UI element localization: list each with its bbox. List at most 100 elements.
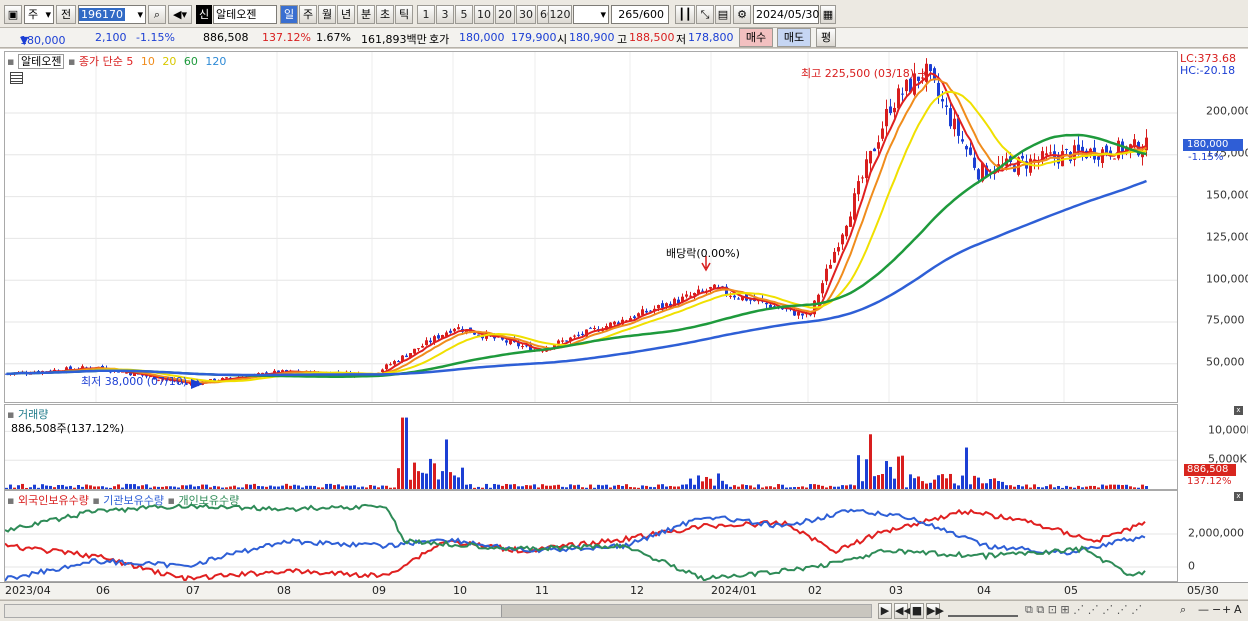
candle-body	[741, 296, 744, 301]
legend-bullet-icon: ▪	[7, 55, 15, 68]
volume-bar	[5, 487, 8, 489]
interval-20[interactable]: 20	[495, 5, 515, 24]
volume-bar	[461, 467, 464, 489]
candle-type-icon[interactable]: ┃┃	[675, 5, 695, 24]
scroll-thumb[interactable]	[501, 605, 871, 617]
close-icon[interactable]: x	[1234, 492, 1243, 501]
stop-icon[interactable]: ■	[910, 603, 924, 619]
stock-code-input[interactable]: 196170 ▾	[78, 5, 146, 24]
x-tick: 2024/01	[711, 584, 757, 597]
stock-name-field[interactable]: 알테오젠	[213, 5, 277, 24]
layout-icon[interactable]: ▣	[4, 5, 22, 24]
tab-day[interactable]: 일	[280, 5, 298, 24]
volume-bar	[897, 456, 900, 489]
volume-bar	[909, 474, 912, 489]
candle-body	[465, 329, 468, 334]
volume-bar	[465, 484, 468, 489]
avg-button[interactable]: 평	[816, 28, 836, 47]
minus-icon-2[interactable]: −	[1212, 603, 1222, 616]
plus-icon[interactable]: +	[1222, 603, 1232, 616]
candle-body	[697, 289, 700, 294]
volume-bar	[557, 484, 560, 489]
high-label: 고	[617, 33, 628, 46]
volume-bar	[277, 486, 280, 489]
volume-bar	[689, 478, 692, 489]
low-annotation: 최저 38,000 (07/10) →	[81, 375, 200, 388]
zoom-icon[interactable]: ⌕	[1180, 603, 1187, 616]
forward-icon[interactable]: ▶▶	[926, 603, 944, 619]
buy-button[interactable]: 매수	[739, 28, 773, 47]
interval-select[interactable]: ▾	[573, 5, 609, 24]
tab-year[interactable]: 년	[337, 5, 355, 24]
volume-bar	[673, 486, 676, 489]
holder-axis: x 2,000,000 0	[1178, 490, 1248, 582]
close-icon[interactable]: x	[1234, 406, 1243, 415]
gear-icon[interactable]: ⚙	[733, 5, 751, 24]
volume-bar	[485, 483, 488, 489]
prev-button[interactable]: 전	[56, 5, 76, 24]
volume-bar	[693, 484, 696, 489]
interval-120-button[interactable]: 120	[548, 5, 572, 24]
candle-body	[977, 169, 980, 180]
candle-body	[665, 303, 668, 307]
interval-30[interactable]: 30	[516, 5, 536, 24]
current-pct-label: -1.15%	[1188, 152, 1224, 163]
volume-bar	[513, 484, 516, 489]
ma-120-line	[6, 179, 1147, 377]
candle-body	[885, 108, 888, 127]
volume-bar	[1097, 487, 1100, 489]
date-field[interactable]: 2024/05/30	[753, 5, 819, 24]
interval-5[interactable]: 5	[455, 5, 473, 24]
minus-icon[interactable]: —	[1198, 603, 1209, 616]
calendar-icon[interactable]: ▦	[820, 5, 836, 24]
volume-bar	[101, 486, 104, 489]
interval-10[interactable]: 10	[474, 5, 494, 24]
volume-bar	[217, 486, 220, 489]
interval-3[interactable]: 3	[436, 5, 454, 24]
period-select[interactable]: 주 ▾	[24, 5, 54, 24]
volume-bar	[721, 480, 724, 489]
tab-minute[interactable]: 분	[357, 5, 375, 24]
volume-bar	[237, 487, 240, 489]
volume-bar	[945, 478, 948, 489]
font-size-icon[interactable]: A	[1234, 603, 1242, 616]
interval-1[interactable]: 1	[417, 5, 435, 24]
speaker-icon[interactable]: ◀▾	[168, 5, 192, 24]
count-field[interactable]: 265/600	[611, 5, 669, 24]
zoom-slider[interactable]	[948, 603, 1018, 617]
holder-plot[interactable]: ▪ 외국인보유수량 ▪ 기관보유수량 ▪ 개인보유수량	[4, 490, 1178, 582]
turnover-pct: 1.67%	[316, 31, 351, 44]
window-icons[interactable]: ⧉ ⧉ ⊡ ⊞ ⋰ ⋰ ⋰ ⋰ ⋰	[1025, 603, 1143, 616]
volume-plot[interactable]: ▪ 거래량 886,508주(137.12%)	[4, 404, 1178, 490]
rewind-icon[interactable]: ◀◀	[894, 603, 912, 619]
volume-bar	[489, 487, 492, 489]
tab-tick[interactable]: 틱	[395, 5, 413, 24]
volume-bar	[201, 484, 204, 489]
volume-bar	[97, 486, 100, 489]
volume-pct-label: 137.12%	[1187, 476, 1232, 487]
scrollbar[interactable]	[4, 604, 872, 618]
x-tick: 2023/04	[5, 584, 51, 597]
sell-button[interactable]: 매도	[777, 28, 811, 47]
change-pct: -1.15%	[136, 31, 175, 44]
play-icon[interactable]: ▶	[878, 603, 892, 619]
candle-body	[941, 99, 944, 102]
volume-bar	[269, 485, 272, 489]
volume-bar	[501, 485, 504, 489]
search-icon[interactable]: ⌕	[148, 5, 166, 24]
candle-body	[185, 383, 188, 385]
tab-month[interactable]: 월	[318, 5, 336, 24]
candle-body	[897, 88, 900, 109]
tab-week[interactable]: 주	[299, 5, 317, 24]
volume-bar	[749, 485, 752, 489]
volume-bar	[1057, 485, 1060, 489]
price-plot[interactable]: ▪ 알테오젠 ▪ 종가 단순 5 10 20 60 120 최고 225,500…	[4, 51, 1178, 403]
tab-second[interactable]: 초	[376, 5, 394, 24]
ma-10-label: 10	[140, 55, 155, 68]
ma-60-line	[6, 133, 1147, 378]
trend-line-icon[interactable]: ⤡	[696, 5, 714, 24]
save-icon[interactable]: ▤	[715, 5, 731, 24]
y-tick: 50,000	[1206, 355, 1245, 369]
volume-bar	[541, 484, 544, 489]
table-icon[interactable]	[10, 72, 23, 84]
